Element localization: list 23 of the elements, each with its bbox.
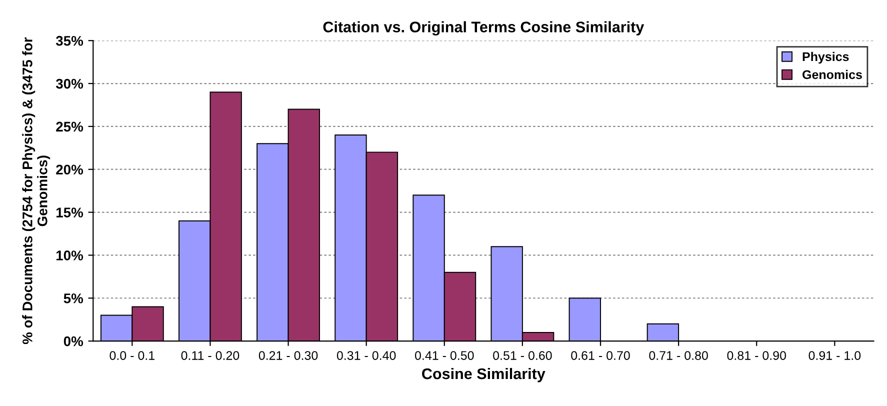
x-tick-label: 0.11 - 0.20	[181, 351, 240, 360]
y-tick-label: 35%	[56, 36, 84, 46]
x-tick-label: 0.31 - 0.40	[336, 351, 396, 360]
x-tick-label: 0.51 - 0.60	[493, 351, 552, 360]
x-tick-label: 0.71 - 0.80	[649, 351, 708, 360]
chart-title: Citation vs. Original Terms Cosine Similarity	[323, 21, 644, 36]
y-tick-label: 0%	[64, 336, 84, 346]
x-tick-label: 0.21 - 0.30	[258, 351, 318, 360]
y-axis-title: % of Documents (2754 for Physics) & (3475 for Genomics)	[22, 37, 50, 344]
legend-label: Physics	[802, 52, 849, 64]
x-tick-label: 0.41 - 0.50	[414, 351, 474, 360]
x-tick-label: 0.0 - 0.1	[110, 351, 154, 360]
x-tick-label: 0.61 - 0.70	[571, 351, 630, 360]
y-tick-label: 25%	[56, 122, 84, 132]
x-tick-label: 0.81 - 0.90	[727, 351, 786, 360]
y-tick-label: 10%	[56, 250, 84, 260]
y-tick-label: 5%	[64, 293, 84, 304]
y-tick-label: 30%	[56, 78, 84, 89]
x-axis-title: Cosine Similarity	[422, 368, 546, 382]
legend-label: Genomics	[802, 70, 862, 80]
y-tick-label: 15%	[56, 208, 84, 218]
x-tick-label: 0.91 - 1.0	[808, 351, 861, 360]
y-tick-label: 20%	[56, 164, 84, 175]
